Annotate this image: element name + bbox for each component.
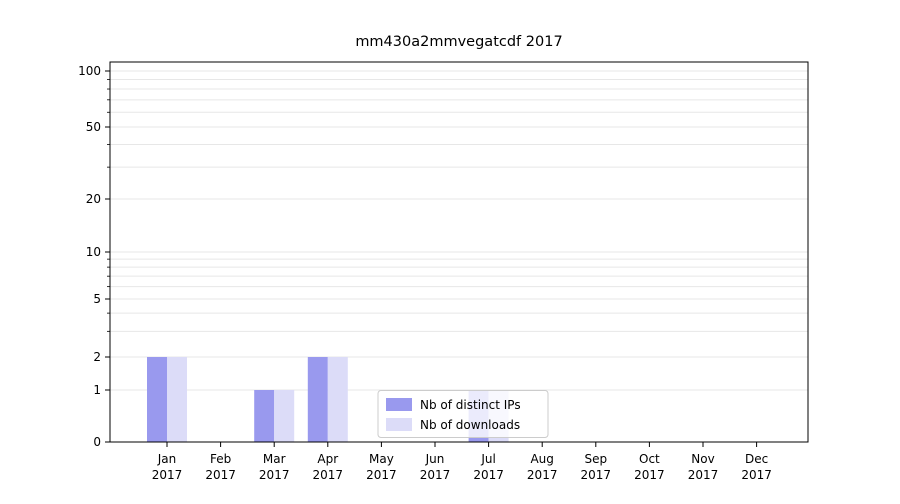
x-tick-label-year: 2017 [366, 468, 397, 482]
x-tick-label-year: 2017 [634, 468, 665, 482]
x-tick-label-year: 2017 [152, 468, 183, 482]
x-tick-label-month: Jun [425, 452, 445, 466]
x-tick-label-month: Mar [263, 452, 286, 466]
x-tick-label-year: 2017 [420, 468, 451, 482]
x-tick-label-month: Apr [317, 452, 338, 466]
x-tick-label-year: 2017 [527, 468, 558, 482]
y-tick-label: 50 [86, 120, 101, 134]
x-tick-label-month: Sep [584, 452, 607, 466]
legend-label: Nb of distinct IPs [420, 398, 521, 412]
bar-distinct-ips-Jan [147, 357, 167, 442]
x-tick-label-month: Jan [157, 452, 177, 466]
bar-downloads-Apr [327, 357, 348, 442]
gridlines [110, 70, 808, 391]
x-tick-label-year: 2017 [688, 468, 719, 482]
x-tick-label-month: May [369, 452, 394, 466]
bar-distinct-ips-Apr [307, 357, 328, 442]
legend-swatch-downloads [386, 418, 412, 431]
bar-distinct-ips-Mar [254, 390, 275, 442]
x-tick-label-year: 2017 [741, 468, 772, 482]
x-tick-label-year: 2017 [205, 468, 236, 482]
legend-box [377, 390, 549, 438]
legend-label: Nb of downloads [420, 418, 520, 432]
x-tick-label-month: Jul [480, 452, 495, 466]
y-tick-label: 100 [78, 64, 101, 78]
y-tick-label: 1 [93, 383, 101, 397]
bar-downloads-Jan [167, 357, 187, 442]
y-tick-label: 5 [93, 292, 101, 306]
y-tick-label: 10 [86, 245, 101, 259]
y-tick-label: 0 [93, 435, 101, 449]
x-tick-label-month: Oct [639, 452, 660, 466]
x-tick-label-month: Nov [691, 452, 714, 466]
legend-swatch-distinct-ips [386, 398, 412, 411]
legend: Nb of distinct IPs Nb of downloads [377, 390, 549, 438]
x-tick-label-month: Aug [530, 452, 553, 466]
y-tick-label: 20 [86, 192, 101, 206]
chart-title: mm430a2mmvegatcdf 2017 [355, 34, 562, 50]
x-tick-label-month: Feb [210, 452, 231, 466]
x-tick-label-year: 2017 [581, 468, 612, 482]
x-tick-label-month: Dec [745, 452, 768, 466]
bar-downloads-Mar [274, 390, 295, 442]
x-tick-label-year: 2017 [259, 468, 290, 482]
x-tick-label-year: 2017 [313, 468, 344, 482]
x-tick-label-year: 2017 [473, 468, 504, 482]
y-axis: 0 1 2 5 10 20 50 100 [78, 64, 110, 449]
x-axis: Jan 2017 Feb 2017 Mar 2017 Apr 2017 May 2017 Jun 20… [152, 442, 772, 482]
y-tick-label: 2 [93, 350, 101, 364]
